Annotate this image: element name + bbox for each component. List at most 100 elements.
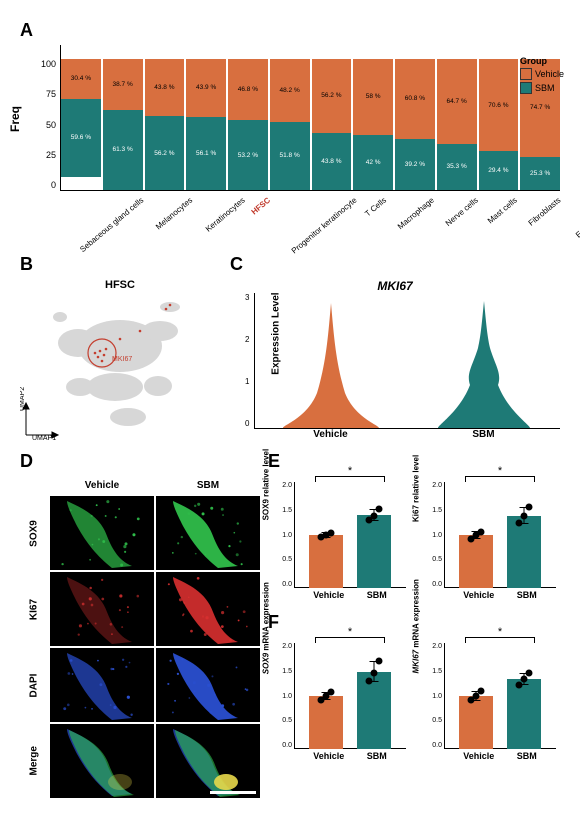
panel-c: C MKI67 Expression Level 3210 — [230, 254, 560, 441]
umap-x-label: UMAP1 — [32, 435, 56, 441]
barplots-f: SOX9 mRNA expression2.01.51.00.50.0*Vehi… — [268, 637, 560, 767]
data-point — [371, 512, 378, 519]
bar-seg-vehicle: 48.2 % — [270, 59, 310, 122]
bar-seg-vehicle: 60.8 % — [395, 59, 435, 139]
violin-plot: Expression Level 3210 — [254, 293, 560, 429]
barplot-yticks: 2.01.51.00.50.0 — [282, 482, 292, 588]
barplot-bar — [507, 679, 541, 749]
barplot-xlabel: Vehicle — [313, 590, 344, 606]
barplot-xlabel: SBM — [367, 590, 387, 606]
if-row-label: KI67 — [29, 595, 40, 623]
data-point — [376, 658, 383, 665]
panel-a-bars: 30.4 %59.6 %38.7 %61.3 %43.8 %56.2 %43.9… — [60, 45, 560, 191]
panel-a-legend: Group Vehicle SBM — [520, 56, 564, 96]
if-image — [156, 724, 260, 798]
panel-d: D Vehicle SBM SOX9KI67DAPIMerge — [20, 451, 260, 798]
data-point — [371, 669, 378, 676]
figure-root: A Freq 100 75 50 25 0 30.4 %59.6 %38.7 %… — [20, 20, 560, 798]
panel-d-label: D — [20, 451, 260, 472]
barplot: SOX9 mRNA expression2.01.51.00.50.0*Vehi… — [268, 637, 410, 767]
barplot-ylabel: SOX9 mRNA expression — [262, 582, 271, 674]
barplot-bar — [309, 535, 343, 588]
data-point — [526, 504, 533, 511]
panel-c-label: C — [230, 254, 560, 275]
bar-seg-sbm: 53.2 % — [228, 120, 268, 190]
barplot-bar — [459, 696, 493, 749]
barplot-xlabel: Vehicle — [313, 751, 344, 767]
barplot-xlabels: VehicleSBM — [444, 751, 556, 767]
data-point — [515, 682, 522, 689]
if-row-label: Merge — [29, 747, 40, 775]
bar-seg-vehicle: 64.7 % — [437, 59, 477, 144]
stacked-bar: 64.7 %35.3 % — [437, 59, 477, 190]
row-bc: B HFSC — [20, 254, 560, 441]
stacked-bar: 48.2 %51.8 % — [270, 59, 310, 190]
data-point — [478, 529, 485, 536]
umap-plot: MKI67 UMAP1 UMAP2 — [20, 291, 210, 441]
stacked-bar: 30.4 %59.6 % — [61, 59, 101, 190]
stacked-bar: 46.8 %53.2 % — [228, 59, 268, 190]
stacked-bar: 43.9 %56.1 % — [186, 59, 226, 190]
panel-a-yaxis: Freq 100 75 50 25 0 — [20, 45, 60, 190]
panel-a: A Freq 100 75 50 25 0 30.4 %59.6 %38.7 %… — [20, 20, 560, 242]
panel-a-label: A — [20, 20, 560, 41]
bar-seg-vehicle: 43.8 % — [145, 59, 185, 116]
bar-seg-sbm: 25.3 % — [520, 157, 560, 190]
bar-seg-sbm: 59.6 % — [61, 99, 101, 177]
panel-c-title: MKI67 — [230, 279, 560, 293]
violin-x-vehicle: Vehicle — [254, 429, 407, 440]
violin-yticks: 3210 — [245, 293, 249, 428]
violin-xlabels: Vehicle SBM — [254, 429, 560, 440]
legend-label-vehicle: Vehicle — [535, 69, 564, 79]
data-point — [328, 529, 335, 536]
sig-star: * — [348, 626, 352, 638]
data-point — [328, 689, 335, 696]
umap-y-label: UMAP2 — [20, 387, 26, 411]
bar-seg-sbm: 43.8 % — [312, 133, 352, 190]
bar-seg-vehicle: 30.4 % — [61, 59, 101, 99]
barplot-xlabel: SBM — [517, 751, 537, 767]
if-image — [156, 496, 260, 570]
bar-seg-sbm: 56.1 % — [186, 117, 226, 190]
barplot-xlabels: Vehicle SBM — [294, 751, 406, 767]
barplot-ylabel: SOX9 relative level — [262, 449, 271, 521]
barplot-bar — [507, 516, 541, 588]
barplot-yticks: 2.01.51.00.50.0 — [432, 643, 442, 749]
barplot-xlabel: Vehicle — [463, 590, 494, 606]
if-col-vehicle: Vehicle — [50, 480, 154, 491]
panel-a-xlabels: Sebaceous gland cellsMelanocytesKeratino… — [56, 190, 560, 242]
barplot-bars — [444, 482, 556, 588]
bar-seg-sbm: 56.2 % — [145, 116, 185, 190]
if-row-label: DAPI — [29, 671, 40, 699]
legend-swatch-sbm — [520, 82, 532, 94]
barplot-xlabel: SBM — [367, 751, 387, 767]
bar-seg-sbm: 29.4 % — [479, 151, 519, 190]
if-row-label: SOX9 — [29, 519, 40, 547]
legend-row-vehicle: Vehicle — [520, 68, 564, 80]
bar-fill — [507, 516, 541, 588]
panel-a-chart: Freq 100 75 50 25 0 30.4 %59.6 %38.7 %61… — [20, 45, 560, 190]
barplot: SOX9 relative level2.01.51.00.50.0*Vehic… — [268, 476, 410, 606]
data-point — [376, 505, 383, 512]
umap-marker-label: MKI67 — [112, 356, 132, 363]
xlabel: Fibroblasts — [524, 190, 580, 258]
bar-seg-sbm: 39.2 % — [395, 139, 435, 190]
barplot-bar — [459, 535, 493, 588]
bar-seg-vehicle: 70.6 % — [479, 59, 519, 151]
bar-fill — [357, 515, 391, 588]
bar-fill — [309, 535, 343, 588]
if-image — [50, 572, 154, 646]
barplot-bars — [444, 643, 556, 749]
xlabel: Endothelial cells — [571, 190, 580, 270]
barplot-xlabels: VehicleSBM — [444, 590, 556, 606]
panel-b-title: HFSC — [20, 279, 220, 291]
if-image — [156, 572, 260, 646]
bar-seg-sbm: 61.3 % — [103, 110, 143, 190]
barplot-bar — [357, 672, 391, 749]
legend-title: Group — [520, 56, 564, 66]
violin-x-sbm: SBM — [407, 429, 560, 440]
bar-seg-vehicle: 58 % — [353, 59, 393, 135]
barplot-yticks: 2.01.51.00.50.0 — [282, 643, 292, 749]
panel-a-ylabel: Freq — [8, 106, 22, 132]
violin-ylabel: Expression Level — [271, 292, 282, 374]
